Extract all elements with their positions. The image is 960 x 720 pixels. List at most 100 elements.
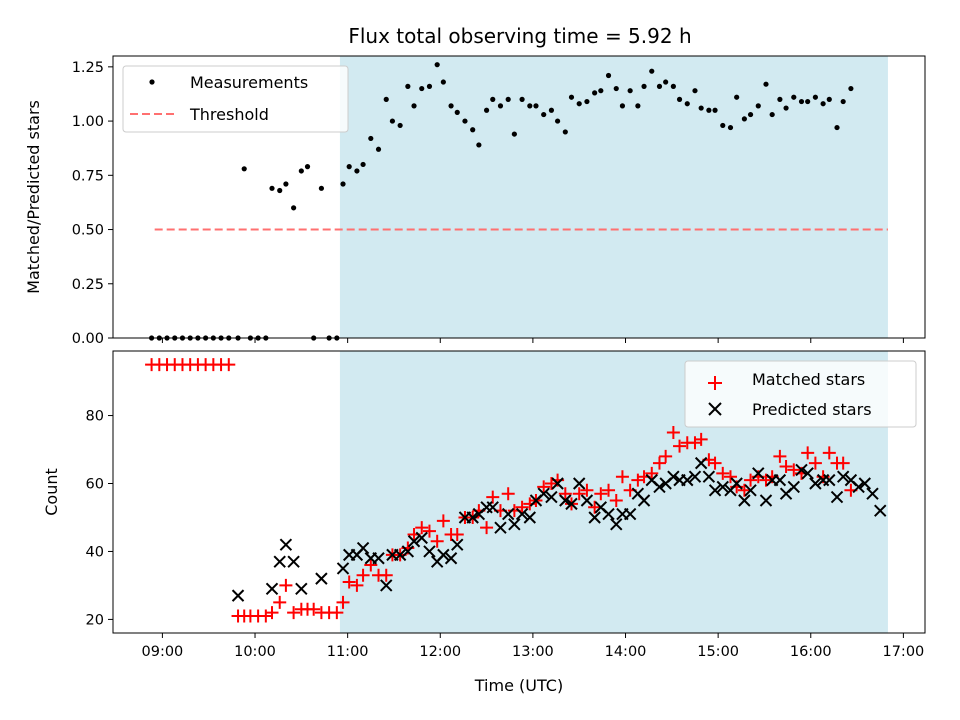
legend-label-matched: Matched stars <box>752 370 865 389</box>
measurement-point <box>340 181 346 187</box>
measurement-point <box>613 85 619 92</box>
bottom-legend: Matched stars Predicted stars <box>684 360 917 428</box>
matched-stars-point <box>273 595 287 609</box>
matched-stars-point <box>379 568 393 582</box>
matched-stars-point <box>259 609 273 623</box>
measurement-point <box>519 96 525 102</box>
matched-stars-point <box>480 521 494 535</box>
matched-stars-point <box>822 446 836 460</box>
measurement-point <box>783 105 789 111</box>
matched-stars-point <box>515 500 529 514</box>
measurement-point <box>706 107 712 113</box>
matched-stars-point <box>723 470 737 484</box>
measurement-point <box>812 94 818 100</box>
measurement-point <box>627 88 633 94</box>
top-legend: Measurements Threshold <box>122 65 349 133</box>
predicted-stars-point <box>830 490 844 504</box>
predicted-stars-point <box>356 541 370 555</box>
matched-stars-point <box>588 500 602 514</box>
matched-stars-point <box>342 575 356 589</box>
matched-stars-point <box>336 595 350 609</box>
x-axis-label: Time (UTC) <box>474 676 563 695</box>
measurement-point <box>304 164 311 170</box>
measurement-point <box>720 122 726 129</box>
legend-label-measurements: Measurements <box>190 73 308 92</box>
measurement-point <box>649 68 655 74</box>
predicted-stars-point <box>787 480 800 494</box>
measurement-point <box>848 85 854 92</box>
predicted-stars-point <box>708 484 722 497</box>
y-tick-label: 60 <box>86 477 104 493</box>
matched-stars-point <box>501 487 515 501</box>
predicted-stars-point <box>494 521 507 534</box>
predicted-stars-point <box>372 552 385 565</box>
bottom-axes-frame <box>112 350 926 634</box>
measurement-point <box>298 168 304 174</box>
y-tick-label: 1.25 <box>72 60 104 76</box>
x-tick-label: 11:00 <box>327 644 369 660</box>
predicted-stars-point <box>823 473 836 487</box>
matched-stars-point <box>415 521 429 535</box>
matched-stars-point <box>609 493 623 507</box>
measurement-point <box>656 83 663 89</box>
measurement-point <box>769 111 775 118</box>
predicted-stars-point <box>551 477 564 490</box>
top-observing-window <box>339 56 888 338</box>
predicted-stars-point <box>451 538 464 551</box>
predicted-stars-point <box>653 480 666 494</box>
matched-stars-point <box>779 460 793 474</box>
legend-marker-measurements <box>149 79 155 85</box>
predicted-stars-point <box>444 552 458 565</box>
measurement-point <box>584 98 590 105</box>
matched-stars-point <box>787 463 801 477</box>
measurement-point <box>562 129 568 135</box>
measurement-point <box>354 168 360 174</box>
predicted-stars-point <box>515 507 529 521</box>
predicted-stars-point <box>752 467 765 480</box>
predicted-stars-point <box>795 463 808 477</box>
matched-stars-point <box>737 483 751 497</box>
measurement-point <box>820 101 826 107</box>
matched-stars-point <box>659 449 673 463</box>
predicted-stars-point <box>565 497 578 511</box>
measurement-point <box>360 161 366 168</box>
matched-stars-point <box>615 470 629 484</box>
measurement-point <box>698 105 704 111</box>
matched-stars-point <box>801 446 815 460</box>
measurement-point <box>462 118 468 124</box>
matched-stars-point <box>279 578 293 592</box>
x-tick-label: 12:00 <box>419 644 461 660</box>
predicted-stars-point <box>688 470 702 483</box>
matched-stars-point <box>666 426 680 440</box>
predicted-stars-point <box>858 477 872 490</box>
predicted-stars-point <box>231 589 245 602</box>
measurement-point <box>476 142 482 148</box>
predicted-stars-point <box>380 579 393 592</box>
top-x-ticks <box>161 338 904 343</box>
matched-stars-point <box>673 439 687 453</box>
predicted-stars-point <box>572 477 586 490</box>
matched-stars-point <box>222 358 236 372</box>
measurement-point <box>375 146 382 152</box>
matched-stars-point <box>436 514 450 528</box>
matched-stars-point <box>537 480 551 494</box>
matched-stars-point <box>265 606 279 620</box>
measurement-point <box>269 185 275 191</box>
predicted-stars-point <box>836 470 850 483</box>
legend-marker-matched <box>708 376 722 390</box>
measurement-point <box>741 116 747 122</box>
measurement-point <box>840 98 846 105</box>
measurement-point <box>497 103 504 109</box>
predicted-stars-point <box>667 470 680 483</box>
measurement-point <box>734 94 740 100</box>
predicted-stars-point <box>744 484 757 497</box>
measurement-point <box>346 164 352 170</box>
predicted-stars-point <box>537 487 550 500</box>
matched-stars-point <box>716 466 730 480</box>
x-tick-label: 16:00 <box>790 644 832 660</box>
predicted-stars-point <box>295 582 308 596</box>
measurement-point <box>505 96 511 102</box>
counts-layer <box>145 358 887 623</box>
chart-title: Flux total observing time = 5.92 h <box>348 24 691 48</box>
